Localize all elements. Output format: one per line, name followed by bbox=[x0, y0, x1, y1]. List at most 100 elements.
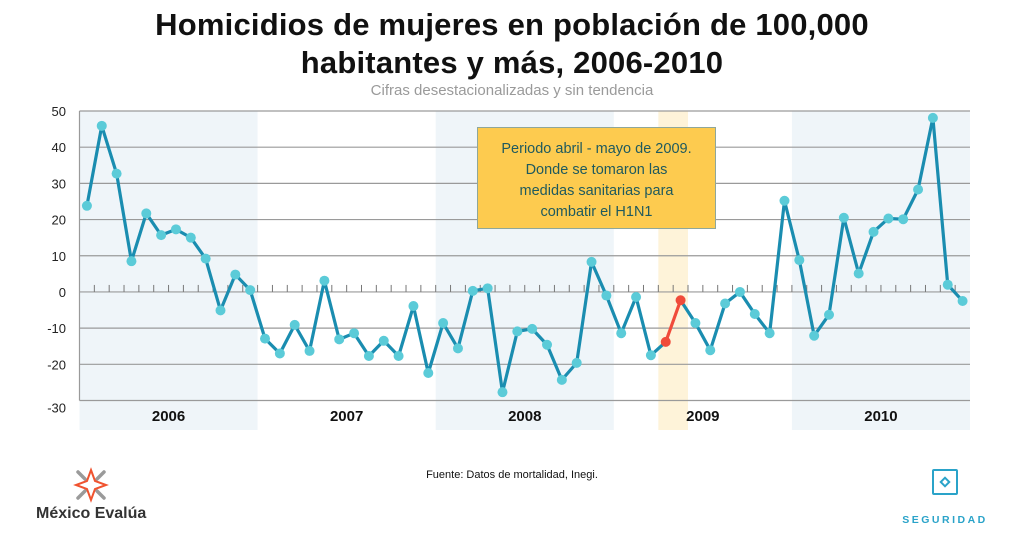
data-point bbox=[586, 256, 597, 267]
line-segment bbox=[204, 257, 223, 312]
highlight-point bbox=[675, 295, 686, 306]
data-point bbox=[482, 283, 493, 294]
data-point bbox=[141, 208, 152, 219]
data-point bbox=[230, 269, 241, 280]
line-segment bbox=[708, 301, 727, 352]
data-point bbox=[556, 374, 567, 385]
line-segment bbox=[589, 260, 608, 298]
data-point bbox=[349, 328, 360, 339]
line-segment bbox=[456, 289, 475, 350]
y-tick-label: 30 bbox=[52, 176, 66, 191]
annotation-line: Periodo abril - mayo de 2009. bbox=[501, 141, 692, 157]
annotation-line: medidas sanitarias para bbox=[519, 183, 674, 199]
annotation-line: Donde se tomaron las bbox=[525, 162, 668, 178]
x-tick-label-2007: 2007 bbox=[330, 408, 363, 425]
year-band-2010 bbox=[791, 111, 970, 430]
line-segment bbox=[248, 288, 267, 341]
data-point bbox=[96, 120, 107, 131]
y-tick-label: 40 bbox=[52, 140, 66, 155]
data-point bbox=[824, 309, 835, 320]
data-point bbox=[170, 224, 181, 235]
x-tick-label-2009: 2009 bbox=[686, 408, 719, 425]
mexico-evalua-logo: México Evalúa bbox=[36, 465, 156, 525]
data-point bbox=[705, 345, 716, 356]
section-label: SEGURIDAD bbox=[902, 514, 988, 526]
data-point bbox=[126, 256, 137, 267]
line-segment bbox=[218, 272, 237, 312]
data-point bbox=[809, 330, 820, 341]
highlight-segment bbox=[664, 298, 683, 344]
series-markers bbox=[81, 112, 968, 398]
data-point bbox=[423, 367, 434, 378]
data-point bbox=[527, 323, 538, 334]
y-axis: 50 40 30 20 10 0 -10 -20 -30 bbox=[47, 104, 81, 416]
line-segment bbox=[782, 199, 801, 262]
data-point bbox=[319, 275, 330, 286]
line-segment bbox=[842, 216, 861, 276]
line-segment bbox=[396, 304, 416, 358]
line-segment bbox=[486, 286, 505, 394]
line-segment bbox=[129, 211, 148, 263]
y-tick-label: 50 bbox=[52, 104, 66, 119]
line-segment bbox=[619, 295, 638, 335]
data-point bbox=[927, 112, 938, 123]
data-point bbox=[111, 168, 122, 179]
data-point bbox=[467, 285, 478, 296]
data-point bbox=[913, 184, 924, 195]
x-tick-label-2010: 2010 bbox=[864, 408, 897, 425]
chart-title-line2: habitantes y más, 2006-2010 bbox=[300, 45, 724, 80]
data-point bbox=[185, 232, 196, 243]
line-segment bbox=[901, 187, 920, 221]
data-point bbox=[260, 333, 271, 344]
y-tick-label: -30 bbox=[47, 401, 66, 416]
y-tick-label: 20 bbox=[52, 213, 66, 228]
line-segment bbox=[411, 304, 430, 375]
data-point bbox=[512, 326, 523, 337]
data-point bbox=[215, 305, 226, 316]
line-segment bbox=[307, 279, 326, 353]
line-segment bbox=[827, 216, 846, 317]
y-tick-label: -20 bbox=[47, 357, 66, 372]
data-point bbox=[645, 350, 656, 361]
data-point bbox=[571, 357, 582, 368]
line-segment bbox=[857, 230, 876, 276]
line-segment bbox=[322, 279, 341, 341]
line-segment bbox=[916, 116, 935, 192]
data-point bbox=[631, 292, 642, 303]
line-segment bbox=[426, 321, 445, 375]
data-point bbox=[334, 334, 345, 345]
data-point bbox=[616, 328, 627, 339]
data-point bbox=[542, 339, 553, 350]
data-point bbox=[438, 318, 449, 329]
y-tick-label: 0 bbox=[59, 285, 66, 300]
x-tick-label-2008: 2008 bbox=[508, 408, 541, 425]
line-segment bbox=[575, 260, 594, 365]
data-point bbox=[764, 328, 775, 339]
data-point bbox=[200, 253, 211, 264]
data-point bbox=[957, 295, 968, 306]
seguridad-icon bbox=[932, 469, 958, 495]
line-segment bbox=[278, 323, 297, 356]
data-point bbox=[838, 212, 849, 223]
data-point bbox=[601, 290, 612, 301]
data-point bbox=[749, 309, 760, 320]
line-segment bbox=[500, 329, 519, 394]
data-point bbox=[81, 200, 92, 211]
star-logo-icon bbox=[73, 467, 109, 503]
line-segment bbox=[115, 172, 134, 263]
data-point bbox=[378, 335, 389, 346]
brand-name: México Evalúa bbox=[36, 505, 147, 522]
line-segment bbox=[634, 295, 653, 357]
chart-title: Homicidios de mujeres en población de 10… bbox=[0, 6, 1024, 82]
month-ticks bbox=[93, 284, 956, 292]
seguridad-badge: SEGURIDAD bbox=[900, 465, 1000, 535]
data-point bbox=[245, 285, 256, 296]
line-segment bbox=[100, 124, 119, 176]
data-point bbox=[868, 226, 879, 237]
data-point bbox=[690, 318, 701, 329]
line-segment bbox=[768, 199, 787, 335]
source-note: Fuente: Datos de mortalidad, Inegi. bbox=[426, 469, 598, 481]
data-point bbox=[304, 345, 315, 356]
line-segment bbox=[545, 343, 564, 382]
